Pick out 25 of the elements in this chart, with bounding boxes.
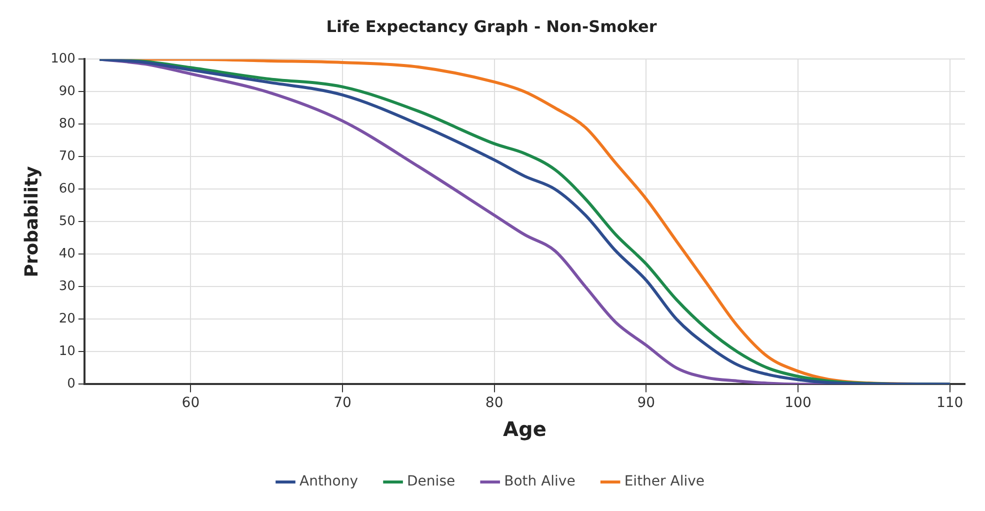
x-tick-label: 60: [182, 395, 200, 412]
x-tick-label: 90: [637, 395, 656, 412]
y-tick-label: 10: [58, 344, 76, 360]
y-tick-label: 60: [58, 182, 76, 197]
y-tick-label: 90: [58, 84, 76, 100]
y-tick-label: 40: [58, 246, 76, 262]
y-tick-label: 100: [50, 52, 76, 67]
x-tick-label: 70: [334, 395, 352, 412]
x-tick-label: 100: [784, 395, 812, 412]
legend-label: Denise: [407, 474, 456, 490]
line-series: [98, 59, 952, 384]
legend-label: Either Alive: [624, 474, 705, 490]
y-tick-label: 50: [58, 214, 76, 230]
y-tick-label: 80: [58, 116, 76, 132]
y-tick-label: 30: [58, 279, 76, 294]
legend-label: Both Alive: [504, 474, 576, 490]
y-tick-label: 20: [58, 312, 76, 327]
chart-title: Life Expectancy Graph - Non-Smoker: [326, 16, 657, 36]
x-tick-label: 80: [485, 395, 504, 412]
y-tick-label: 0: [67, 376, 76, 392]
x-tick-label: 110: [936, 395, 964, 412]
x-axis-title: Age: [503, 417, 546, 442]
legend-label: Anthony: [299, 474, 358, 490]
y-axis-title: Probability: [21, 166, 42, 278]
y-tick-label: 70: [58, 149, 76, 164]
